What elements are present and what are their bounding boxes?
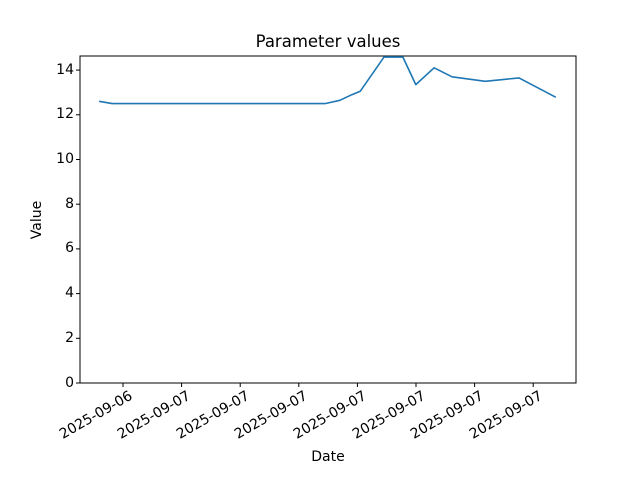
- y-tick-label: 12: [56, 106, 74, 123]
- y-tick-label: 4: [65, 285, 74, 302]
- y-tick-label: 14: [56, 61, 74, 78]
- x-axis-label: Date: [311, 449, 345, 465]
- y-axis-label: Value: [29, 200, 45, 240]
- y-tick-label: 6: [65, 240, 74, 257]
- chart-title: Parameter values: [255, 32, 401, 51]
- y-tick-label: 8: [65, 195, 74, 212]
- y-tick-label: 0: [65, 374, 74, 391]
- data-line: [99, 56, 557, 105]
- y-tick-label: 2: [65, 329, 74, 346]
- y-tick-label: 10: [56, 150, 74, 167]
- plot-border: [79, 55, 577, 384]
